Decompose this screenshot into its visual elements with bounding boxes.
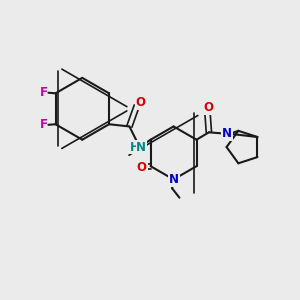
Text: N: N <box>222 127 232 140</box>
Text: O: O <box>137 161 147 174</box>
Text: F: F <box>40 118 48 131</box>
Text: F: F <box>40 86 48 99</box>
Text: N: N <box>136 141 146 154</box>
Text: O: O <box>136 96 146 109</box>
Text: H: H <box>130 141 139 154</box>
Text: N: N <box>169 173 178 186</box>
Text: O: O <box>203 101 213 114</box>
